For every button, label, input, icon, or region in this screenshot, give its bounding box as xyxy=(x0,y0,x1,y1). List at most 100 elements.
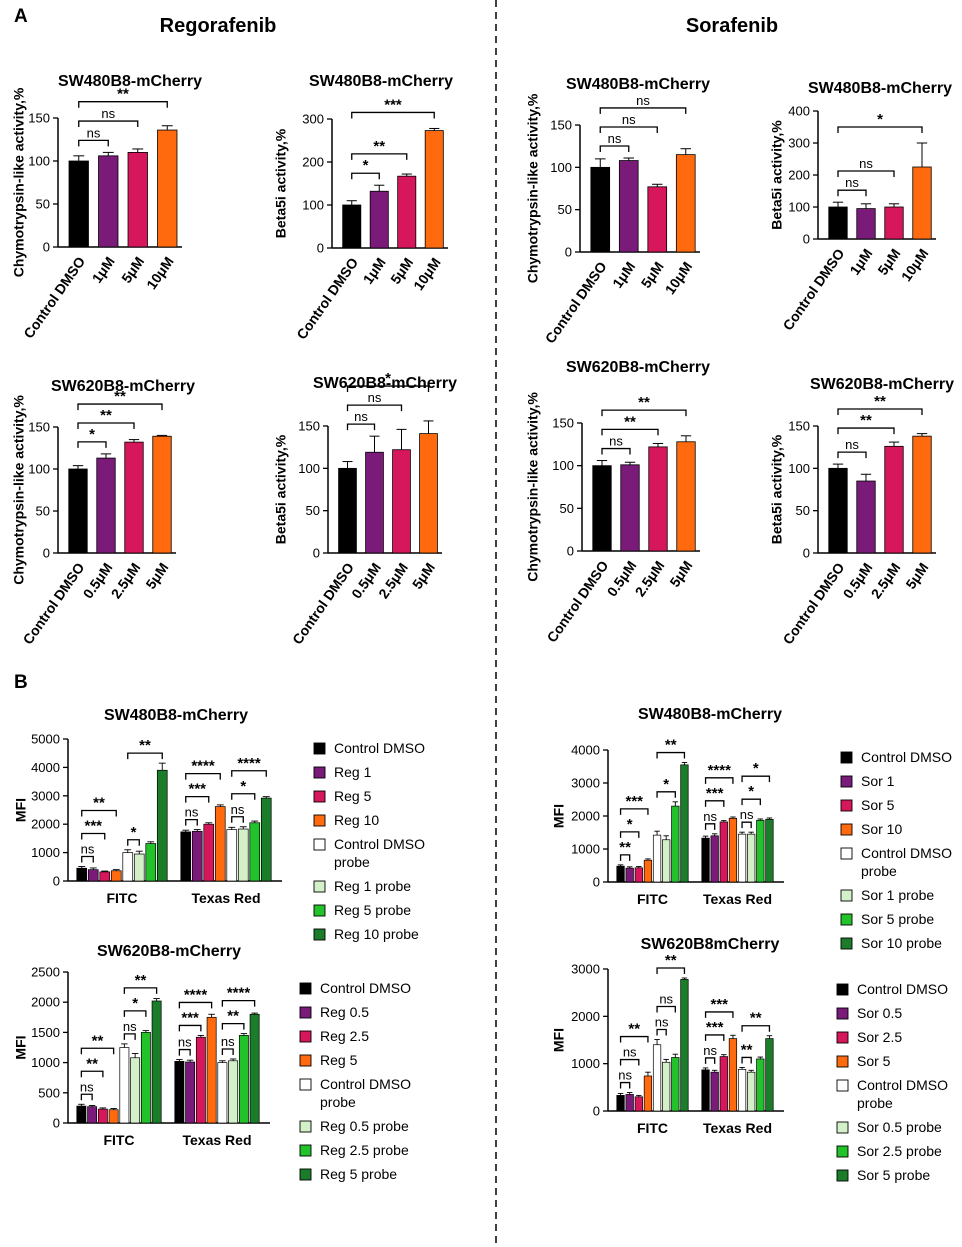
bar xyxy=(98,155,119,248)
significance-bracket xyxy=(77,441,107,448)
bar xyxy=(392,449,411,554)
significance-bracket xyxy=(185,772,221,780)
y-tick-label: 50 xyxy=(36,504,50,519)
bar xyxy=(157,129,178,248)
legend-entry: Control DMSO probe xyxy=(320,1076,411,1110)
y-tick-label: 1500 xyxy=(31,1025,60,1040)
x-group-label: FITC xyxy=(103,1132,134,1148)
significance-bracket xyxy=(704,777,734,784)
x-category-label: 2.5μM xyxy=(632,558,668,600)
bar xyxy=(195,1036,206,1124)
significance-label: ** xyxy=(638,394,650,411)
significance-bracket xyxy=(80,1093,93,1101)
y-axis-label: Beta5i activity,% xyxy=(769,434,785,544)
y-tick-label: 3000 xyxy=(571,776,600,791)
significance-bracket xyxy=(346,404,403,412)
y-tick-label: 2000 xyxy=(571,809,600,824)
y-tick-label: 200 xyxy=(788,168,810,183)
significance-bracket xyxy=(346,423,376,431)
legend-swatch xyxy=(313,904,326,917)
legend-entry: Sor 10 probe xyxy=(861,935,942,951)
y-axis-label: MFI xyxy=(551,804,567,828)
x-category-label: Control DMSO xyxy=(780,246,848,334)
significance-label: *** xyxy=(384,96,402,113)
y-tick-label: 0 xyxy=(43,240,50,255)
bar xyxy=(130,1057,141,1124)
charts-layer: SW480B8-mCherry Chymotrypsin-like activit… xyxy=(11,73,954,1183)
significance-bracket xyxy=(601,428,659,436)
legend-swatch xyxy=(840,775,853,788)
x-category-label: Control DMSO xyxy=(544,558,612,646)
bar xyxy=(419,433,438,554)
bar xyxy=(133,853,145,882)
significance-bracket xyxy=(656,967,686,974)
x-group-label: Texas Red xyxy=(703,891,772,907)
legend-entry: Reg 0.5 probe xyxy=(320,1118,409,1134)
legend-swatch xyxy=(836,1007,849,1020)
legend-swatch xyxy=(840,751,853,764)
significance-label: ns xyxy=(354,409,368,424)
significance-bracket xyxy=(704,1034,725,1041)
significance-bracket xyxy=(601,409,687,417)
y-tick-label: 0 xyxy=(43,546,50,561)
significance-label: ** xyxy=(874,393,886,410)
significance-bracket xyxy=(185,818,198,826)
chart-b3: SW620B8-mCherry MFI 0 500 1000 1500 2000 2500 FI… xyxy=(13,943,411,1182)
significance-bracket xyxy=(741,775,771,783)
x-group-label: Texas Red xyxy=(192,890,261,906)
chart-title: SW480B8-mCherry xyxy=(58,73,202,90)
y-axis-label: MFI xyxy=(13,1035,29,1059)
legend-entry: Reg 1 xyxy=(334,764,372,780)
legend-entry: Sor 5 probe xyxy=(861,911,934,927)
bar xyxy=(756,819,765,883)
bar xyxy=(108,1109,119,1124)
significance-label: ns xyxy=(178,1035,192,1050)
bar xyxy=(110,870,122,882)
legend-swatch xyxy=(840,799,853,812)
bar xyxy=(719,1056,728,1112)
significance-bracket xyxy=(837,189,867,197)
legend-entry: Sor 1 probe xyxy=(861,887,934,903)
significance-label: ns xyxy=(655,1015,669,1030)
x-group-label: FITC xyxy=(637,1120,668,1136)
significance-bracket xyxy=(127,752,163,760)
significance-bracket xyxy=(231,770,267,777)
significance-bracket xyxy=(78,120,139,128)
legend-entry: Reg 10 xyxy=(334,812,379,828)
bar xyxy=(185,1061,196,1124)
x-category-label: Control DMSO xyxy=(20,254,88,342)
chart-title: SW480B8-mCherry xyxy=(808,80,952,97)
x-category-label: 1μM xyxy=(89,254,118,286)
legend-entry: Sor 2.5 probe xyxy=(857,1143,942,1159)
bar xyxy=(140,1032,151,1124)
significance-label: ** xyxy=(92,1032,104,1049)
chart-title: SW480B8-mCherry xyxy=(566,76,710,93)
legend-entry: Control DMSO xyxy=(857,981,948,997)
bar xyxy=(616,865,625,883)
bar xyxy=(124,441,144,554)
significance-label: ** xyxy=(114,388,126,405)
chart-a8: SW620B8-mCherry Beta5i activity,% 0 50 100 15… xyxy=(769,376,954,647)
bar xyxy=(701,1069,710,1112)
significance-bracket xyxy=(619,1035,649,1043)
y-tick-label: 2000 xyxy=(31,995,60,1010)
x-category-label: Control DMSO xyxy=(20,560,88,648)
significance-label: ** xyxy=(100,407,112,424)
bar xyxy=(174,1061,185,1124)
bar xyxy=(228,1060,239,1124)
significance-label: ns xyxy=(185,805,199,820)
bar xyxy=(68,160,89,248)
panel-label-a: A xyxy=(14,6,28,27)
significance-label: ** xyxy=(117,86,129,103)
bar xyxy=(145,843,157,882)
significance-bracket xyxy=(178,1001,213,1009)
significance-label: ns xyxy=(703,809,717,824)
bar xyxy=(342,204,362,249)
y-tick-label: 150 xyxy=(788,419,810,434)
significance-label: * xyxy=(663,776,669,793)
y-tick-label: 2500 xyxy=(31,965,60,980)
chart-a1: SW480B8-mCherry Chymotrypsin-like activit… xyxy=(11,73,202,341)
y-axis-label: MFI xyxy=(13,798,29,822)
significance-label: * xyxy=(748,783,754,800)
bar xyxy=(127,151,148,248)
